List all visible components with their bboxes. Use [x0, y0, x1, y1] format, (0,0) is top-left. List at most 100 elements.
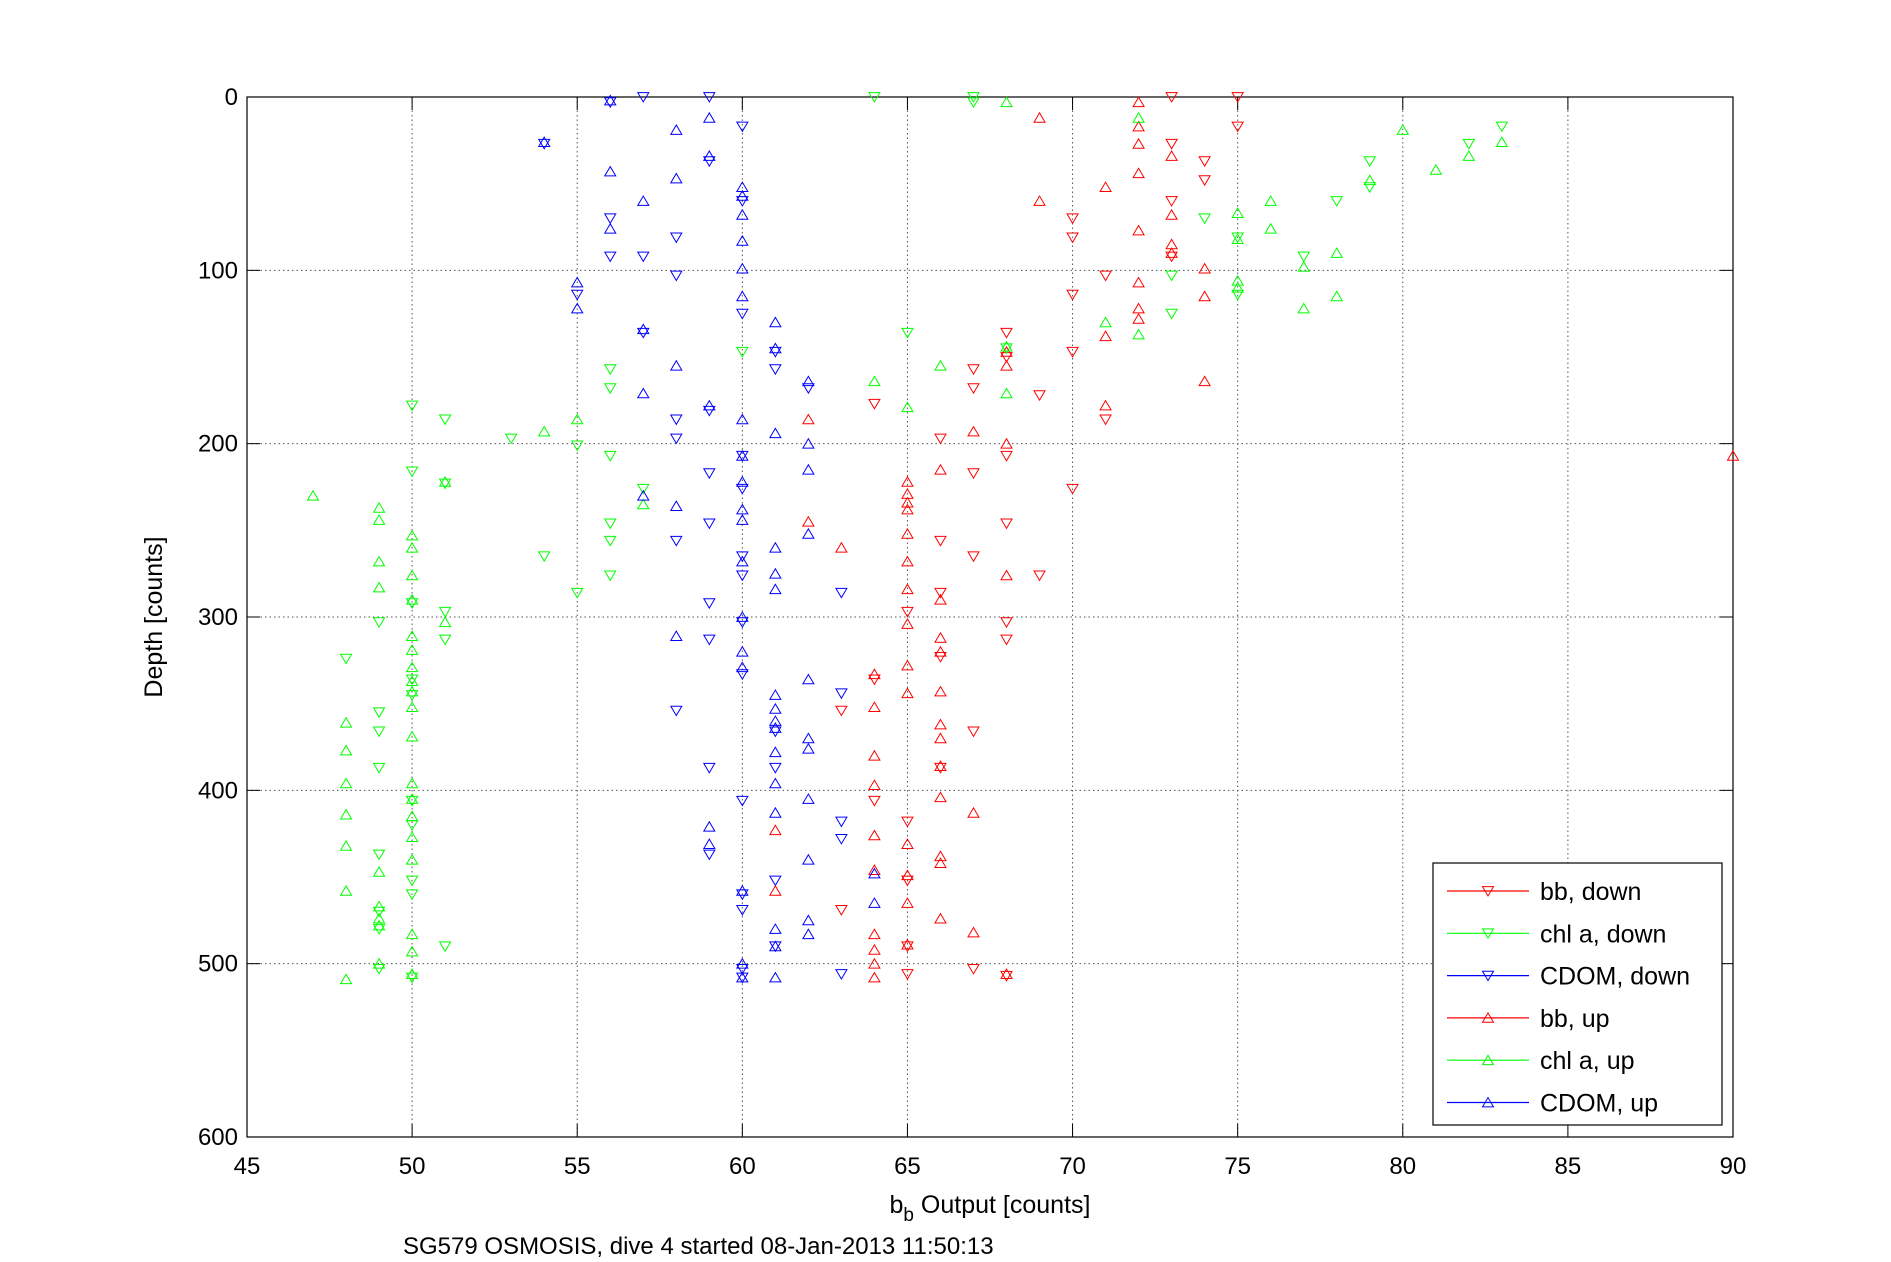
data-point — [1231, 274, 1245, 286]
data-point — [768, 427, 782, 439]
data-point — [372, 957, 386, 969]
data-point — [636, 387, 650, 399]
data-point — [802, 732, 815, 744]
data-point — [405, 795, 419, 807]
legend-box — [1432, 862, 1723, 1126]
data-point — [405, 661, 419, 673]
data-point — [1000, 96, 1013, 108]
data-point — [735, 196, 749, 207]
data-point — [901, 897, 914, 908]
data-point — [1000, 387, 1013, 399]
data-point — [339, 884, 353, 896]
data-point — [735, 346, 749, 358]
data-point — [372, 849, 386, 861]
data-point — [868, 864, 881, 875]
data-point — [372, 707, 386, 719]
data-point — [901, 606, 914, 618]
data-point — [735, 669, 749, 681]
data-point — [405, 569, 419, 581]
data-point — [1231, 233, 1245, 245]
data-point — [1132, 120, 1145, 132]
data-point — [868, 795, 881, 807]
data-point — [372, 919, 386, 931]
y-tick-label: 500 — [198, 951, 238, 978]
data-point — [868, 701, 881, 713]
data-point — [603, 97, 617, 109]
data-point — [438, 478, 452, 490]
data-point — [1132, 302, 1145, 314]
data-point — [603, 518, 617, 530]
data-point — [1099, 399, 1112, 411]
data-point — [570, 440, 584, 452]
data-point — [868, 971, 881, 983]
data-point — [405, 466, 419, 478]
data-point — [1000, 327, 1013, 339]
data-point — [1132, 137, 1145, 149]
data-point — [405, 630, 419, 641]
data-point — [901, 938, 914, 950]
data-point — [1165, 208, 1178, 220]
data-point — [835, 705, 848, 717]
data-point — [405, 541, 419, 553]
data-point — [372, 762, 386, 774]
data-point — [405, 400, 419, 412]
data-point — [438, 616, 452, 628]
legend: bb, down chl a, down CDOM, down bb, up chl a… — [1432, 862, 1723, 1126]
data-point — [934, 791, 947, 803]
data-point — [603, 450, 617, 462]
data-point — [405, 730, 419, 742]
data-markers — [306, 92, 1740, 985]
data-point — [636, 483, 650, 495]
data-point — [768, 364, 782, 376]
data-point — [768, 689, 782, 700]
data-point — [768, 746, 782, 758]
data-point — [339, 973, 353, 985]
data-point — [768, 884, 782, 896]
data-point — [735, 963, 749, 975]
data-point — [669, 535, 683, 547]
data-point — [1297, 251, 1311, 263]
data-point — [570, 587, 584, 599]
data-point — [537, 425, 551, 437]
data-point — [967, 364, 980, 376]
data-point — [1099, 316, 1112, 328]
data-point — [1099, 414, 1112, 426]
data-point — [636, 92, 650, 103]
data-point — [835, 816, 848, 828]
data-point — [1099, 330, 1112, 342]
legend-label: bb, down — [1540, 878, 1641, 906]
data-point — [702, 598, 716, 610]
data-point — [372, 900, 386, 912]
data-point — [768, 721, 782, 733]
legend-label: bb, up — [1540, 1005, 1610, 1033]
data-point — [1000, 359, 1013, 371]
data-point — [1198, 213, 1212, 225]
data-point — [603, 165, 617, 177]
data-point — [1000, 970, 1013, 982]
data-point — [967, 726, 980, 738]
data-point — [1396, 123, 1410, 135]
x-tick-label: 55 — [564, 1153, 591, 1180]
data-point — [901, 617, 914, 629]
data-point — [768, 342, 782, 354]
data-point — [702, 849, 716, 861]
data-point — [1000, 437, 1013, 449]
x-tick-label: 85 — [1555, 1153, 1582, 1180]
data-point — [901, 869, 914, 881]
series-4-markers — [306, 96, 1509, 985]
data-point — [802, 928, 815, 940]
data-point — [1198, 262, 1212, 274]
data-point — [1462, 138, 1476, 150]
data-point — [901, 475, 914, 487]
x-tick-label: 60 — [729, 1153, 756, 1180]
data-point — [768, 715, 782, 726]
data-point — [1165, 308, 1178, 320]
data-point — [901, 659, 914, 671]
legend-entries: bb, down chl a, down CDOM, down bb, up chl a… — [1447, 878, 1690, 1118]
data-point — [339, 777, 353, 789]
data-point — [1297, 260, 1311, 272]
data-point — [802, 742, 815, 754]
data-point — [702, 399, 716, 411]
data-point — [372, 617, 386, 629]
data-point — [735, 889, 749, 901]
